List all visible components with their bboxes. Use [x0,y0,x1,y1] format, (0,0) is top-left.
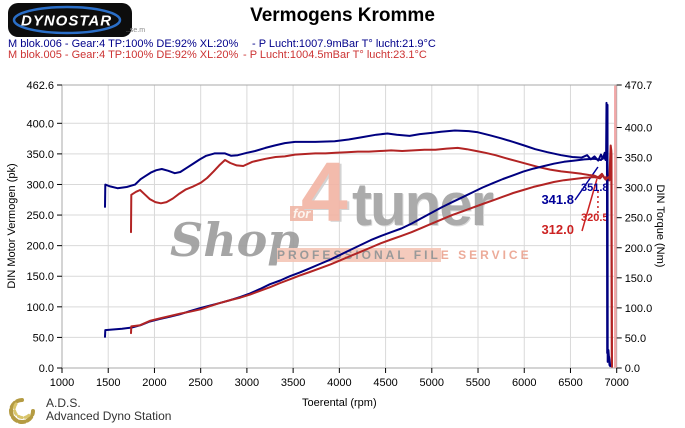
ads-name: Advanced Dyno Station [46,409,172,423]
right-tick-label: 50.0 [625,333,646,345]
watermark-tagline-right: E SERVICE [440,248,532,262]
left-axis-title: DIN Motor Vermogen (pk) [6,163,18,288]
watermark-for-word: for [290,206,314,221]
x-tick-label: 7000 [604,377,628,389]
run1-settings: M blok.006 - Gear:4 TP:100% DE:92% XL:20… [8,38,239,50]
left-tick-label: 250.0 [26,210,54,222]
logo-subtext: ..se.m [126,27,146,34]
cursor-leader-red [581,178,598,232]
x-tick-label: 3500 [281,377,305,389]
dynostar-logo: DYNOSTAR [8,3,132,37]
left-tick-label: 100.0 [26,302,54,314]
logo-background [8,3,132,37]
x-tick-label: 4000 [327,377,351,389]
curve-power-blok005 [130,149,613,368]
x-tick-label: 6500 [558,377,582,389]
peak-power-blue-value: 341.8 [541,192,574,207]
x-tick-label: 6000 [512,377,536,389]
right-tick-label: 300.0 [625,183,653,195]
x-axis-title: Toerental (rpm) [302,397,377,409]
x-tick-label: 4500 [373,377,397,389]
page-title: Vermogens Kromme [250,5,435,26]
logo-ring [12,5,122,35]
peak-power-red-value: 312.0 [541,222,574,237]
logo-text: DYNOSTAR [21,13,112,30]
x-tick-label: 3000 [235,377,259,389]
right-axis-title: DIN Torque (Nm) [654,185,666,268]
left-tick-label: 350.0 [26,149,54,161]
left-tick-label: 0.0 [39,363,54,375]
right-tick-label: 400.0 [625,123,653,135]
right-tick-label: 100.0 [625,303,653,315]
curve-torque-blok005 [130,144,613,368]
ads-swirl-icon [9,398,35,424]
left-tick-label: 150.0 [26,271,54,283]
left-tick-label: 462.6 [26,80,54,92]
left-tick-label: 400.0 [26,118,54,130]
run1-ambient: - P Lucht:1007.9mBar T° lucht:21.9°C [252,38,436,50]
x-tick-label: 1500 [96,377,120,389]
cursor-leader-blue [574,166,599,201]
cursor-torque-blue-value: 351.8 [581,182,609,194]
right-tick-label: 470.7 [625,80,653,92]
left-tick-label: 50.0 [33,332,54,344]
right-tick-label: 350.0 [625,153,653,165]
right-tick-label: 250.0 [625,213,653,225]
curve-power-blok006 [104,103,612,368]
left-tick-label: 200.0 [26,241,54,253]
ads-abbr: A.D.S. [46,396,81,410]
x-tick-label: 5000 [420,377,444,389]
curve-torque-blok006 [104,101,611,366]
watermark-tagline-left: PROFESSIONAL FIL [277,248,441,262]
cursor-torque-red-value: 320.5 [581,212,609,224]
x-tick-label: 1000 [50,377,74,389]
x-tick-label: 2000 [142,377,166,389]
watermark-four-digit: 4 [301,145,348,239]
watermark-tagline: PROFESSIONAL FILE SERVICE [277,248,532,262]
left-tick-label: 300.0 [26,179,54,191]
right-tick-label: 200.0 [625,243,653,255]
right-tick-label: 0.0 [625,363,640,375]
right-tick-label: 150.0 [625,273,653,285]
x-tick-label: 2500 [188,377,212,389]
run2-settings: M blok.005 - Gear:4 TP:100% DE:92% XL:20… [8,49,239,61]
run2-ambient: - P Lucht:1004.5mBar T° lucht:23.1°C [243,49,427,61]
x-tick-label: 5500 [466,377,490,389]
